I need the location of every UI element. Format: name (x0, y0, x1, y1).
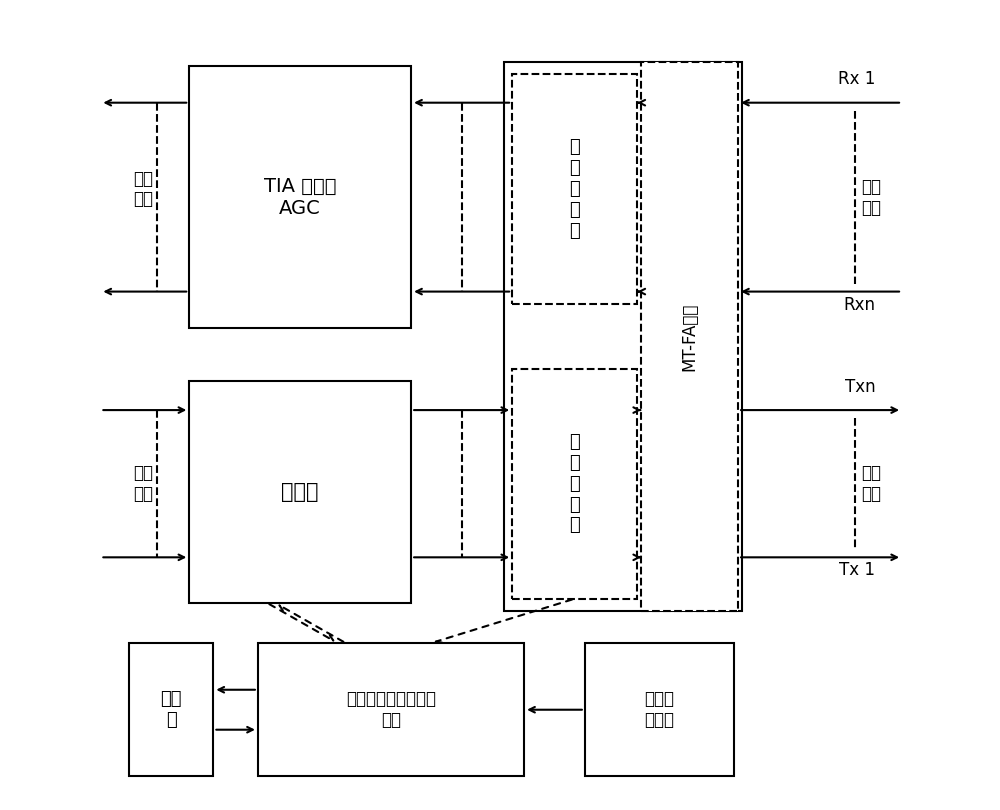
Text: 电输
入口: 电输 入口 (133, 464, 153, 503)
Text: Rx 1: Rx 1 (838, 70, 875, 88)
Bar (129, 643, 213, 776)
Bar (189, 66, 411, 328)
Text: 检
测
器
阵
列: 检 测 器 阵 列 (569, 139, 580, 240)
Bar (258, 643, 524, 776)
Bar (504, 62, 742, 611)
Bar (641, 62, 738, 611)
Text: 光发
射端: 光发 射端 (861, 464, 881, 503)
Bar (189, 381, 411, 603)
Text: 驱动器: 驱动器 (281, 482, 319, 501)
Bar (585, 643, 734, 776)
Text: 电输
出口: 电输 出口 (133, 169, 153, 208)
Text: TIA 放大器
AGC: TIA 放大器 AGC (264, 177, 336, 218)
Text: 控制电路、第二监测
电路: 控制电路、第二监测 电路 (346, 690, 436, 729)
Text: 上位
机: 上位 机 (160, 690, 182, 729)
Text: MT-FA跳纤: MT-FA跳纤 (681, 302, 699, 370)
Text: Rxn: Rxn (843, 296, 875, 313)
Text: 光接
收端: 光接 收端 (861, 177, 881, 216)
Text: Txn: Txn (845, 377, 875, 395)
Text: 激
光
器
阵
列: 激 光 器 阵 列 (569, 433, 580, 535)
Text: 第二监
测电路: 第二监 测电路 (644, 690, 674, 729)
Bar (512, 74, 637, 304)
Bar (512, 369, 637, 599)
Text: Tx 1: Tx 1 (839, 561, 875, 579)
